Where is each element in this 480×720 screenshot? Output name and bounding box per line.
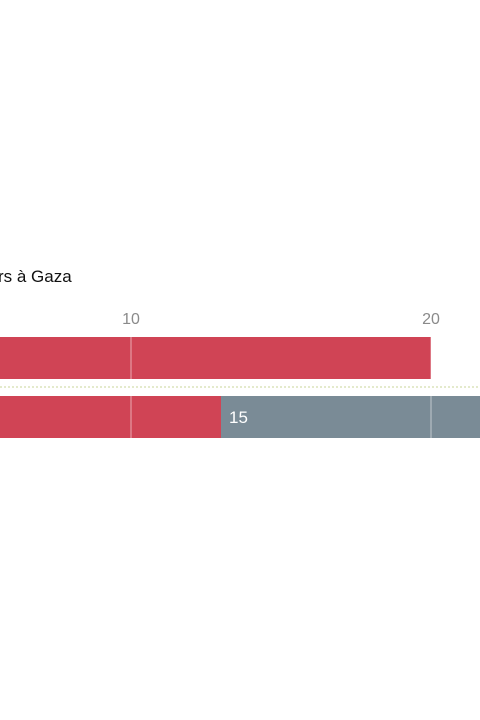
x-tick-label: 10 — [122, 311, 140, 328]
bar-value-label: 15 — [229, 408, 248, 427]
chart-title: rs à Gaza — [0, 267, 72, 286]
x-tick-label: 20 — [422, 311, 440, 328]
bar-segment — [0, 337, 431, 379]
bar-segment — [221, 396, 480, 438]
bar-segment — [0, 396, 221, 438]
